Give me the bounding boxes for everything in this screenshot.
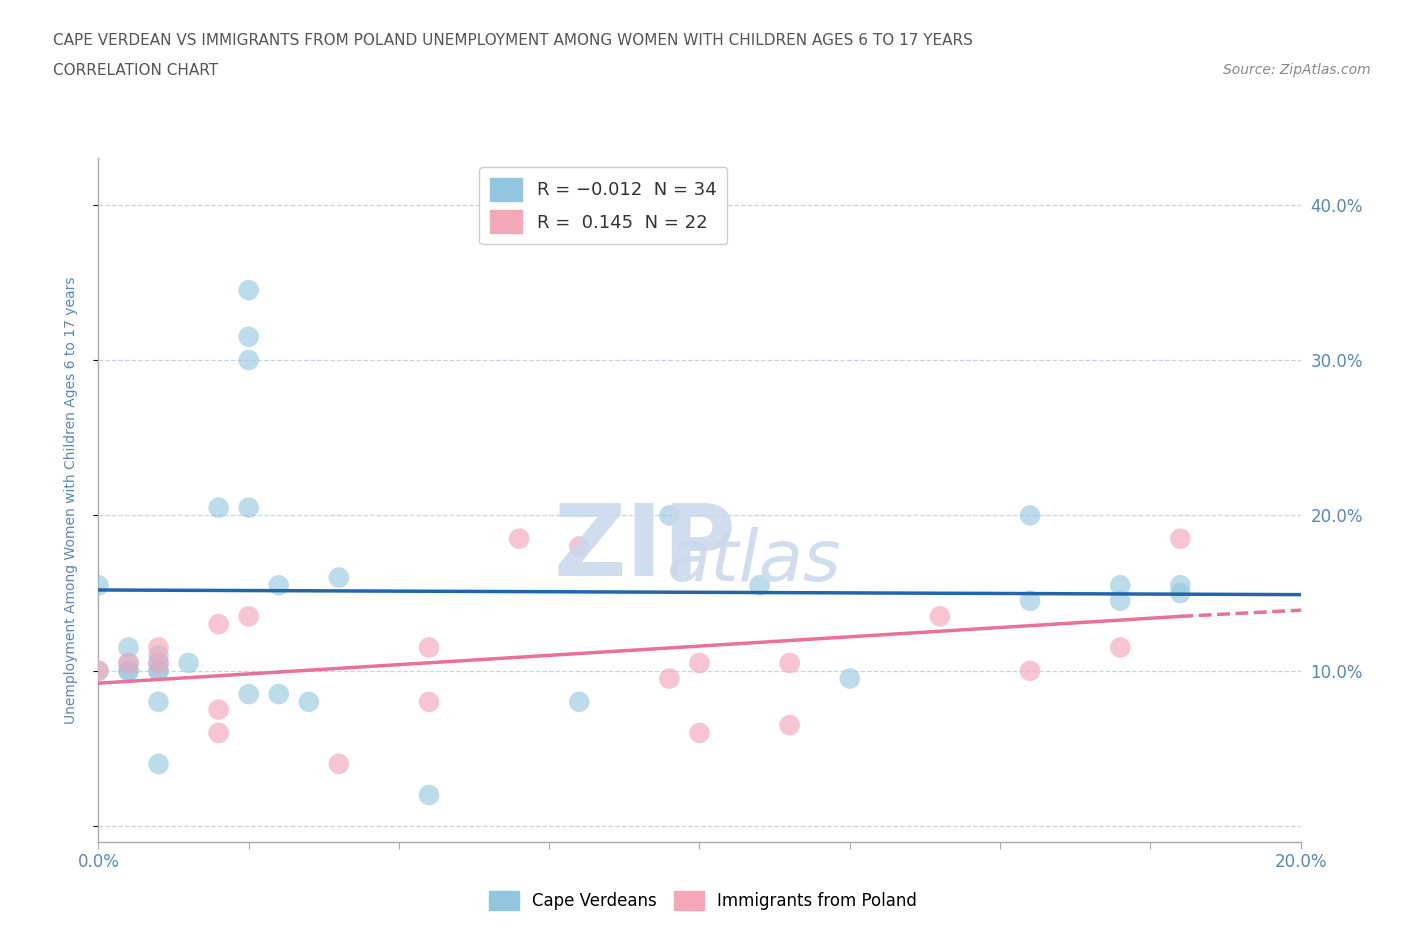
Point bbox=[418, 788, 440, 803]
Point bbox=[87, 578, 110, 592]
Point bbox=[508, 531, 530, 546]
Point bbox=[148, 656, 170, 671]
Point bbox=[267, 578, 290, 592]
Text: CORRELATION CHART: CORRELATION CHART bbox=[53, 63, 218, 78]
Text: atlas: atlas bbox=[666, 527, 841, 596]
Point bbox=[658, 508, 681, 523]
Point bbox=[1170, 578, 1192, 592]
Legend: R = −0.012  N = 34, R =  0.145  N = 22: R = −0.012 N = 34, R = 0.145 N = 22 bbox=[479, 167, 727, 245]
Point bbox=[148, 663, 170, 678]
Point bbox=[148, 663, 170, 678]
Point bbox=[117, 663, 139, 678]
Point bbox=[148, 656, 170, 671]
Point bbox=[1109, 578, 1132, 592]
Point bbox=[208, 617, 231, 631]
Point bbox=[298, 695, 321, 710]
Point bbox=[748, 578, 770, 592]
Point bbox=[658, 671, 681, 686]
Point bbox=[238, 609, 260, 624]
Point bbox=[418, 695, 440, 710]
Point bbox=[689, 656, 711, 671]
Point bbox=[328, 570, 350, 585]
Point bbox=[148, 695, 170, 710]
Point bbox=[689, 725, 711, 740]
Text: CAPE VERDEAN VS IMMIGRANTS FROM POLAND UNEMPLOYMENT AMONG WOMEN WITH CHILDREN AG: CAPE VERDEAN VS IMMIGRANTS FROM POLAND U… bbox=[53, 33, 973, 48]
Point bbox=[779, 718, 801, 733]
Y-axis label: Unemployment Among Women with Children Ages 6 to 17 years: Unemployment Among Women with Children A… bbox=[63, 276, 77, 724]
Point bbox=[117, 656, 139, 671]
Point bbox=[117, 640, 139, 655]
Point bbox=[117, 656, 139, 671]
Point bbox=[1019, 663, 1042, 678]
Point bbox=[208, 500, 231, 515]
Point bbox=[1170, 586, 1192, 601]
Point bbox=[177, 656, 200, 671]
Legend: Cape Verdeans, Immigrants from Poland: Cape Verdeans, Immigrants from Poland bbox=[482, 884, 924, 917]
Point bbox=[238, 352, 260, 367]
Point bbox=[1019, 593, 1042, 608]
Point bbox=[208, 702, 231, 717]
Point bbox=[148, 648, 170, 663]
Point bbox=[148, 640, 170, 655]
Point bbox=[148, 756, 170, 771]
Text: ZIP: ZIP bbox=[554, 499, 737, 596]
Point bbox=[87, 663, 110, 678]
Point bbox=[87, 663, 110, 678]
Point bbox=[1109, 640, 1132, 655]
Point bbox=[568, 695, 591, 710]
Point bbox=[1019, 508, 1042, 523]
Text: Source: ZipAtlas.com: Source: ZipAtlas.com bbox=[1223, 63, 1371, 77]
Point bbox=[208, 725, 231, 740]
Point bbox=[838, 671, 860, 686]
Point bbox=[267, 686, 290, 701]
Point bbox=[117, 663, 139, 678]
Point bbox=[238, 329, 260, 344]
Point bbox=[238, 283, 260, 298]
Point bbox=[568, 539, 591, 554]
Point bbox=[1170, 531, 1192, 546]
Point bbox=[418, 640, 440, 655]
Point bbox=[238, 686, 260, 701]
Point bbox=[929, 609, 952, 624]
Point bbox=[238, 500, 260, 515]
Point bbox=[328, 756, 350, 771]
Point bbox=[779, 656, 801, 671]
Point bbox=[1109, 593, 1132, 608]
